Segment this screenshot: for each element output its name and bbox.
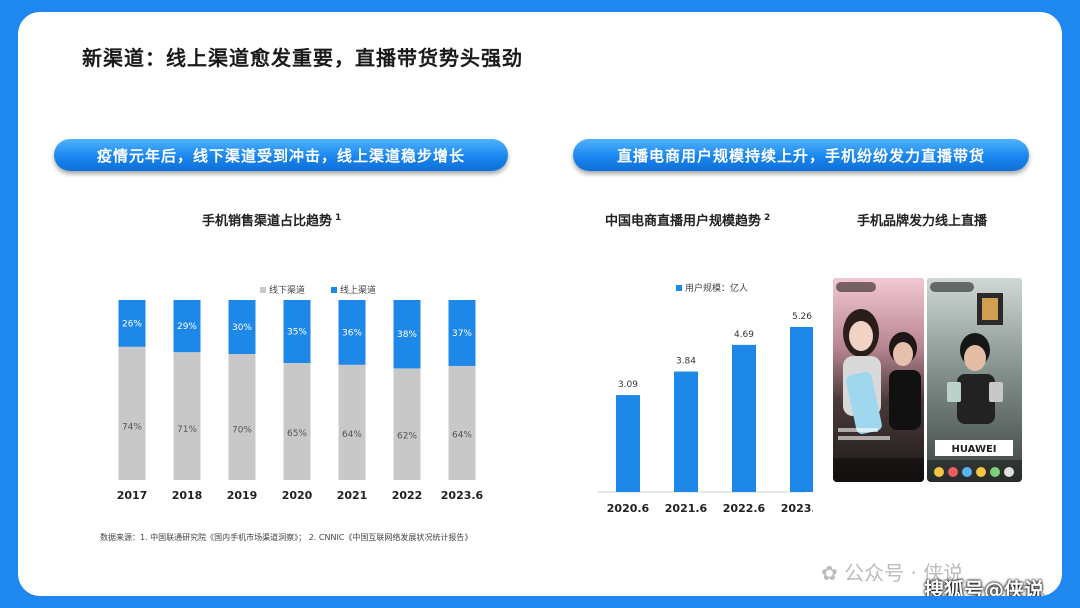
livestream-screenshot-2: HUAWEI xyxy=(927,278,1022,482)
bar-online xyxy=(338,300,366,365)
users-chart-title-text: 中国电商直播用户规模趋势 xyxy=(605,214,762,229)
data-label-online: 36% xyxy=(342,328,362,338)
phone-brand-text: HUAWEI xyxy=(951,444,996,455)
data-label-users: 3.84 xyxy=(676,357,696,367)
x-tick-label: 2022 xyxy=(392,489,423,502)
data-source: 数据来源：1. 中国联通研究院《国内手机市场渠道洞察》； 2. CNNIC《中国… xyxy=(100,533,473,542)
wechat-watermark-text: 公众号 · 侠说 xyxy=(844,561,964,585)
left-banner: 疫情元年后，线下渠道受到冲击，线上渠道稳步增长 xyxy=(54,139,508,171)
data-label-users: 3.09 xyxy=(618,380,638,390)
x-tick-label: 2023.6 xyxy=(781,502,813,515)
sohu-watermark: 搜狐号@侠说 xyxy=(924,578,1044,596)
bar-offline xyxy=(448,365,476,480)
bar-online xyxy=(173,300,201,353)
data-label-offline: 70% xyxy=(232,426,252,436)
users-chart-note: 2 xyxy=(764,212,771,223)
data-label-online: 30% xyxy=(232,323,252,333)
x-tick-label: 2021.6 xyxy=(665,502,708,515)
data-label-online: 26% xyxy=(122,319,142,329)
channel-chart-title: 手机销售渠道占比趋势 1 xyxy=(202,210,341,229)
data-label-online: 38% xyxy=(397,330,417,340)
bar-offline xyxy=(173,352,201,480)
bar-offline xyxy=(228,354,256,480)
x-tick-label: 2023.6 xyxy=(441,489,484,502)
data-label-users: 5.26 xyxy=(792,312,812,322)
data-label-online: 29% xyxy=(177,322,197,332)
data-label-offline: 62% xyxy=(397,431,417,441)
bar-users xyxy=(616,395,640,492)
data-label-offline: 74% xyxy=(122,423,142,433)
bar-users xyxy=(790,327,813,492)
bar-offline xyxy=(393,368,421,480)
x-tick-label: 2021 xyxy=(337,489,368,502)
x-tick-label: 2022.6 xyxy=(723,502,766,515)
channel-legend: 线下渠道 线上渠道 xyxy=(260,284,376,296)
livestream-photo-2: HUAWEI xyxy=(927,278,1022,482)
data-label-online: 35% xyxy=(287,328,307,338)
data-label-offline: 65% xyxy=(287,429,307,439)
channel-share-chart: 线下渠道 线上渠道 74% 26% 2017 71% 29% 2018 70% 30% 2019 65… xyxy=(117,284,484,502)
x-tick-label: 2017 xyxy=(117,489,148,502)
slide: 新渠道：线上渠道愈发重要，直播带货势头强劲 疫情元年后，线下渠道受到冲击，线上渠… xyxy=(18,12,1062,596)
phones-title: 手机品牌发力线上直播 xyxy=(857,214,988,229)
bar-users xyxy=(674,371,698,492)
bar-offline xyxy=(283,363,311,480)
legend-swatch-offline xyxy=(260,287,266,293)
bar-users xyxy=(732,344,756,492)
legend-swatch-users xyxy=(676,285,682,291)
bar-online xyxy=(283,300,311,363)
live-users-chart: 用户规模：亿人 3.09 2020.6 3.84 2021.6 4.69 2022.6 5.2… xyxy=(598,282,813,515)
bar-online xyxy=(393,300,421,369)
legend-label-users: 用户规模：亿人 xyxy=(685,282,748,294)
x-tick-label: 2018 xyxy=(172,489,203,502)
bar-offline xyxy=(338,364,366,480)
users-chart-title: 中国电商直播用户规模趋势 2 xyxy=(605,210,770,229)
x-tick-label: 2020 xyxy=(282,489,313,502)
bar-online xyxy=(228,300,256,354)
data-label-offline: 64% xyxy=(342,430,362,440)
page-title: 新渠道：线上渠道愈发重要，直播带货势头强劲 xyxy=(82,46,523,70)
bar-online xyxy=(118,300,146,347)
x-tick-label: 2020.6 xyxy=(607,502,650,515)
right-banner: 直播电商用户规模持续上升，手机纷纷发力直播带货 xyxy=(573,139,1029,171)
data-label-offline: 64% xyxy=(452,430,472,440)
legend-label-offline: 线下渠道 xyxy=(269,284,305,296)
bar-online xyxy=(448,300,476,366)
users-legend: 用户规模：亿人 xyxy=(676,282,748,294)
channel-chart-note: 1 xyxy=(335,212,342,223)
data-label-users: 4.69 xyxy=(734,330,754,340)
livestream-photo-1 xyxy=(833,278,924,482)
data-label-online: 37% xyxy=(452,329,472,339)
channel-chart-title-text: 手机销售渠道占比趋势 xyxy=(202,214,333,229)
bar-offline xyxy=(118,346,146,480)
x-tick-label: 2019 xyxy=(227,489,258,502)
legend-label-online: 线上渠道 xyxy=(340,284,376,296)
wechat-icon: ✿ xyxy=(821,561,838,585)
livestream-screenshot-1 xyxy=(833,278,924,482)
wechat-watermark: ✿ 公众号 · 侠说 xyxy=(821,557,963,586)
data-label-offline: 71% xyxy=(177,425,197,435)
legend-swatch-online xyxy=(331,287,337,293)
